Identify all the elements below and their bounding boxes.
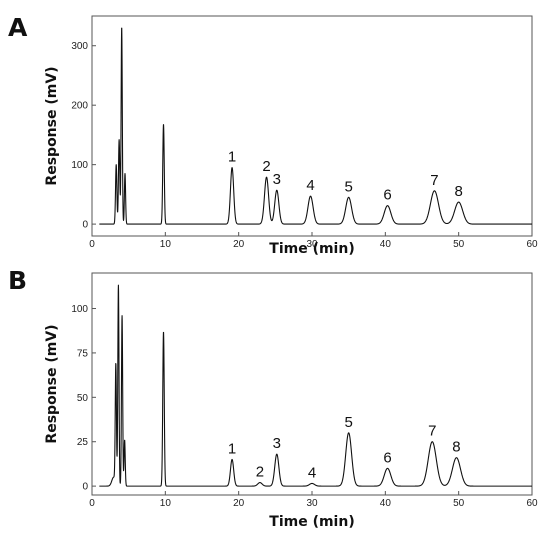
y-tick-label-a: 100 [71, 160, 88, 171]
x-axis-b: 0 10 20 30 40 50 60 [89, 491, 538, 509]
y-tick-label-b: 50 [77, 393, 89, 404]
x-tick-label-a: 20 [233, 239, 245, 250]
peak-label-b: 6 [383, 449, 391, 466]
peak-label-b: 5 [344, 414, 352, 431]
chromatogram-trace-b [98, 284, 533, 487]
x-tick-label-a: 40 [380, 239, 392, 250]
peak-label-b: 4 [308, 464, 316, 481]
x-tick-label-b: 10 [160, 498, 172, 509]
chromatogram-trace-a [98, 27, 533, 225]
peak-label-b: 1 [228, 440, 236, 457]
x-tick-label-a: 30 [306, 239, 318, 250]
x-tick-label-b: 0 [89, 498, 95, 509]
peak-label-a: 6 [383, 187, 391, 204]
x-tick-label-b: 50 [453, 498, 465, 509]
peak-label-a: 7 [430, 172, 438, 189]
y-tick-label-b: 0 [82, 482, 88, 493]
x-tick-label-b: 30 [306, 498, 318, 509]
y-axis-title-b: Response (mV) [44, 324, 60, 443]
peak-label-b: 8 [452, 439, 460, 456]
y-tick-label-a: 200 [71, 101, 88, 112]
x-axis-title-b: Time (min) [269, 514, 354, 530]
peak-label-a: 4 [306, 177, 314, 194]
peak-label-b: 3 [273, 435, 281, 452]
panel-label-a: A [8, 13, 28, 42]
y-axis-a: 0 100 200 300 [71, 41, 96, 231]
y-tick-label-b: 100 [71, 304, 88, 315]
x-tick-label-b: 40 [380, 498, 392, 509]
x-tick-label-b: 60 [526, 498, 538, 509]
peak-label-a: 3 [273, 171, 281, 188]
x-tick-label-a: 0 [89, 239, 95, 250]
y-tick-label-b: 25 [77, 437, 89, 448]
y-tick-label-a: 0 [82, 220, 88, 231]
x-tick-label-b: 20 [233, 498, 245, 509]
y-tick-label-b: 75 [77, 348, 89, 359]
x-tick-label-a: 50 [453, 239, 465, 250]
peak-label-a: 5 [344, 178, 352, 195]
y-axis-b: 0 25 50 75 100 [71, 304, 96, 493]
x-tick-label-a: 10 [160, 239, 172, 250]
x-tick-label-a: 60 [526, 239, 538, 250]
x-axis-a: 0 10 20 30 40 50 60 [89, 232, 538, 250]
peak-label-a: 1 [228, 149, 236, 166]
plot-frame-b [91, 272, 533, 496]
y-axis-title-a: Response (mV) [44, 66, 60, 185]
peak-label-a: 8 [454, 183, 462, 200]
x-axis-title-a: Time (min) [269, 241, 354, 257]
peak-labels-a: 123 4 5 678 [228, 149, 463, 204]
y-tick-label-a: 300 [71, 41, 88, 52]
peak-label-b: 2 [256, 464, 264, 481]
peak-label-a: 2 [262, 158, 270, 175]
peak-label-b: 7 [428, 423, 436, 440]
panel-label-b: B [8, 266, 27, 295]
